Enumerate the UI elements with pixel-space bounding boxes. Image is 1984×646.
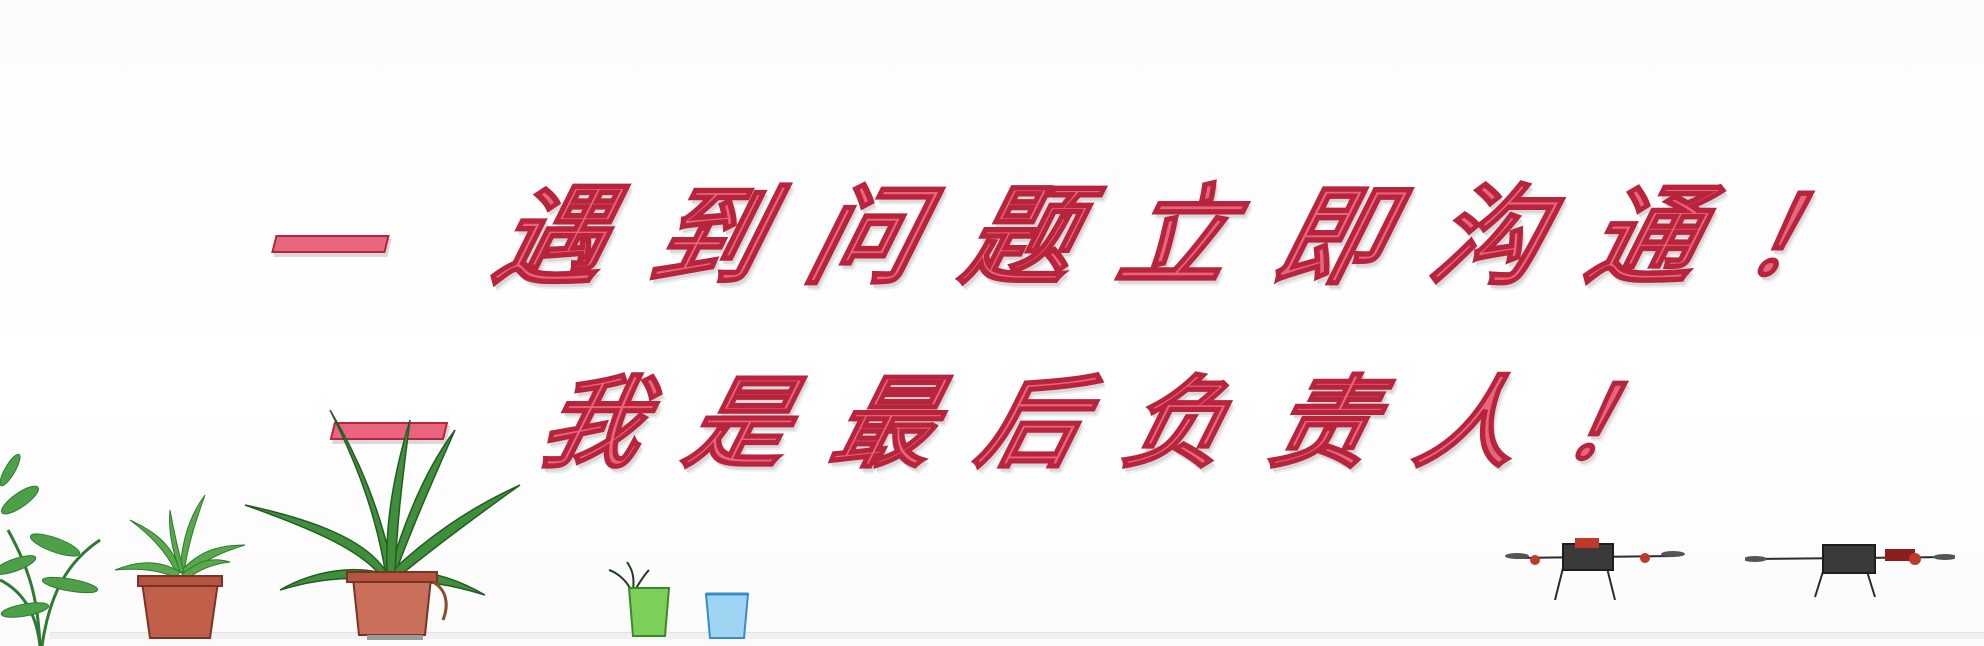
slogan-line-1: 遇到问题立即沟通！ — [258, 150, 1925, 306]
slogan-line-2-text: 我是最后负责人！ — [528, 364, 1727, 483]
shelf — [50, 632, 1984, 639]
slogan-line-2: 我是最后负责人！ — [318, 342, 1732, 487]
blue-cup — [704, 592, 750, 639]
drone-right — [1745, 544, 1955, 598]
potted-fern — [114, 494, 246, 639]
green-cup — [608, 561, 671, 637]
slogan-line-1-dash — [271, 235, 390, 254]
leafy-plant-left — [0, 453, 101, 646]
drone-left — [1505, 538, 1685, 601]
slogan-line-1-text: 遇到问题立即沟通！ — [482, 174, 1919, 301]
potted-aloe — [244, 409, 521, 640]
